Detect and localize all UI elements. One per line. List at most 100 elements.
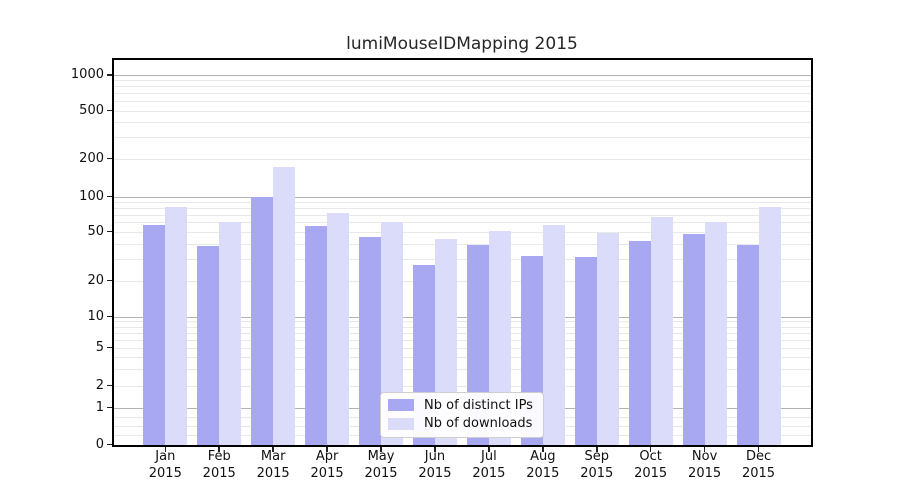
x-axis-label-month: Dec <box>745 449 772 464</box>
y-axis-tick-mark <box>107 157 112 160</box>
minor-gridline <box>113 207 811 209</box>
x-axis-tick-mark <box>434 446 436 452</box>
y-axis-tick-label: 500 <box>79 102 104 118</box>
minor-gridline <box>113 347 811 349</box>
x-axis-tick-mark <box>649 446 652 452</box>
y-axis-tick-mark <box>107 279 112 282</box>
x-axis-label: Dec 2015 <box>727 449 791 482</box>
x-axis-tick-mark <box>595 446 598 452</box>
y-axis-tick-label: 2 <box>95 377 104 393</box>
x-axis-tick-mark <box>542 446 544 452</box>
minor-gridline <box>113 80 811 82</box>
x-axis-label: Apr 2015 <box>295 449 359 482</box>
minor-gridline <box>113 122 811 124</box>
minor-gridline <box>113 326 811 328</box>
x-axis-label: Feb 2015 <box>187 449 251 482</box>
x-axis-label: Sep 2015 <box>565 449 629 482</box>
minor-gridline <box>113 110 811 112</box>
minor-gridline <box>113 259 811 261</box>
y-axis-tick-label: 20 <box>87 272 104 288</box>
x-axis-label-month: May <box>367 449 395 464</box>
bar-distinct-ips <box>574 257 597 445</box>
bar-downloads <box>488 230 511 445</box>
bar-downloads <box>219 222 242 445</box>
y-axis-tick-mark <box>107 315 112 318</box>
x-axis-label-year: 2015 <box>580 465 614 481</box>
x-axis-tick-mark <box>272 446 274 452</box>
x-axis-label-year: 2015 <box>418 465 452 481</box>
x-axis-label-month: Mar <box>260 449 286 464</box>
minor-gridline <box>113 158 811 160</box>
x-axis-label-year: 2015 <box>526 465 560 481</box>
y-axis-tick-label: 200 <box>79 150 104 166</box>
minor-gridline <box>113 137 811 139</box>
bar-distinct-ips <box>736 245 759 445</box>
x-axis-label-year: 2015 <box>310 465 344 481</box>
major-gridline <box>113 75 811 76</box>
x-axis-label-month: Sep <box>584 449 609 464</box>
bar-downloads <box>327 213 350 445</box>
x-axis-label-month: Jul <box>481 449 497 464</box>
bar-downloads <box>596 232 619 445</box>
x-axis-label: Aug 2015 <box>511 449 575 482</box>
bar-distinct-ips <box>359 237 382 445</box>
x-axis-tick-mark <box>326 446 328 452</box>
x-axis-label-month: Jan <box>155 449 176 464</box>
y-axis-tick-mark <box>107 443 112 446</box>
y-axis-tick-mark <box>107 195 112 198</box>
major-gridline <box>113 196 811 198</box>
x-axis-tick-mark <box>380 446 382 452</box>
bar-distinct-ips <box>305 225 328 445</box>
y-axis-tick-label: 1000 <box>70 67 104 82</box>
minor-gridline <box>113 201 811 203</box>
y-axis-tick-label: 10 <box>87 308 104 324</box>
bar-distinct-ips <box>143 225 166 445</box>
minor-gridline <box>113 231 811 233</box>
legend: Nb of distinct IPs Nb of downloads <box>380 391 544 438</box>
bar-distinct-ips <box>682 233 705 445</box>
y-axis-tick-mark <box>107 384 112 387</box>
legend-label-distinct-ips: Nb of distinct IPs <box>424 397 533 413</box>
x-axis-tick-mark <box>218 446 221 452</box>
x-axis-label-month: Aug <box>530 449 556 464</box>
bar-distinct-ips <box>197 246 220 445</box>
x-axis-label-month: Oct <box>639 449 662 464</box>
x-axis-label-year: 2015 <box>364 465 398 481</box>
x-axis-label-year: 2015 <box>634 465 668 481</box>
y-axis-tick-mark <box>107 74 112 76</box>
bar-downloads <box>758 206 781 445</box>
legend-label-downloads: Nb of downloads <box>424 416 533 432</box>
x-axis-label-month: Nov <box>691 449 718 464</box>
minor-gridline <box>113 222 811 224</box>
y-axis-tick-label: 1 <box>95 399 104 415</box>
x-axis-label: Jul 2015 <box>457 449 521 482</box>
x-axis-label-month: Feb <box>207 449 231 464</box>
minor-gridline <box>113 101 811 103</box>
x-axis-label: Mar 2015 <box>241 449 305 482</box>
minor-gridline <box>113 339 811 341</box>
plot-area <box>111 58 813 447</box>
bar-distinct-ips <box>251 196 274 445</box>
x-axis-tick-mark <box>488 446 490 452</box>
x-axis-label: Jun 2015 <box>403 449 467 482</box>
minor-gridline <box>113 356 811 358</box>
bar-downloads <box>704 221 727 445</box>
legend-swatch-downloads <box>388 417 414 430</box>
y-axis-tick-mark <box>107 230 112 233</box>
y-axis-tick-mark <box>107 346 112 349</box>
legend-item-downloads: Nb of downloads <box>388 416 536 431</box>
x-axis-tick-mark <box>703 446 706 452</box>
bar-downloads <box>273 166 296 445</box>
y-axis-tick-mark <box>107 406 112 409</box>
minor-gridline <box>113 243 811 245</box>
legend-swatch-distinct-ips <box>388 399 414 412</box>
bar-downloads <box>165 207 188 445</box>
x-axis-label-month: Apr <box>315 449 339 464</box>
minor-gridline <box>113 214 811 216</box>
minor-gridline <box>113 93 811 95</box>
x-axis-tick-mark <box>164 446 167 452</box>
x-axis-label-year: 2015 <box>472 465 506 481</box>
minor-gridline <box>113 280 811 282</box>
x-axis-tick-mark <box>757 446 760 452</box>
